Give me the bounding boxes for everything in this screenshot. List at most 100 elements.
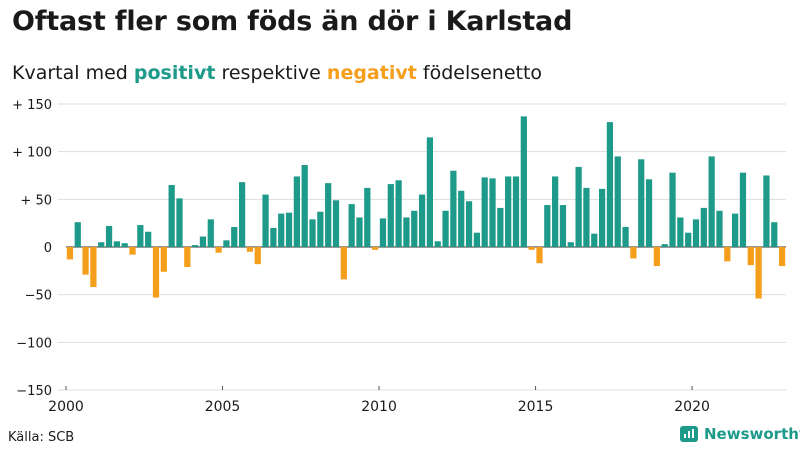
subtitle-suffix: födelsenetto <box>422 62 543 84</box>
bar-negative <box>724 247 731 262</box>
bar-positive <box>505 176 512 247</box>
bar-negative <box>254 247 261 265</box>
bar-positive <box>583 187 590 247</box>
bars <box>66 116 786 299</box>
bar-positive <box>238 182 246 247</box>
bar-positive <box>739 172 747 247</box>
bar-positive <box>685 232 692 247</box>
bar-positive <box>301 165 308 247</box>
y-tick-label: + 150 <box>12 98 52 113</box>
subtitle-prefix: Kvartal med <box>12 62 128 84</box>
bar-negative <box>528 247 535 250</box>
bar-positive <box>192 245 199 247</box>
chart-subtitle: Kvartal med positivt respektive negativt… <box>12 62 542 84</box>
source-label: Källa: SCB <box>8 430 75 445</box>
bar-positive <box>575 166 582 247</box>
bar-positive <box>692 219 700 247</box>
bar-positive <box>309 219 316 247</box>
bar-positive <box>223 240 230 247</box>
y-axis-labels: + 150 + 100 + 50 0 −50 −100 −150 <box>12 98 52 399</box>
bar-positive <box>74 222 81 247</box>
bar-positive <box>638 159 645 247</box>
y-tick-label: −150 <box>16 384 52 399</box>
bar-positive <box>176 198 183 247</box>
bar-positive <box>426 137 434 247</box>
bar-negative <box>66 247 74 260</box>
bar-positive <box>278 213 285 247</box>
bar-positive <box>356 217 363 247</box>
bar-positive <box>497 207 504 247</box>
bar-positive <box>145 231 152 247</box>
bar-negative <box>755 247 762 299</box>
bar-positive <box>552 176 559 247</box>
bar-positive <box>716 210 723 247</box>
x-tick-label: 2020 <box>674 399 710 415</box>
y-tick-label: 0 <box>44 241 52 256</box>
bar-positive <box>763 175 770 247</box>
bar-negative <box>82 247 89 275</box>
y-tick-label: −50 <box>25 289 52 304</box>
y-tick-label: + 100 <box>12 146 52 161</box>
bar-positive <box>708 156 715 247</box>
bar-positive <box>677 217 684 247</box>
subtitle-negative: negativt <box>326 62 417 84</box>
bar-positive <box>403 217 410 247</box>
bar-negative <box>160 247 167 272</box>
bar-positive <box>598 188 606 247</box>
bar-positive <box>325 183 332 247</box>
bar-positive <box>732 213 739 247</box>
chart-title: Oftast fler som föds än dör i Karlstad <box>12 6 573 37</box>
bar-positive <box>332 200 340 247</box>
bar-positive <box>207 219 214 247</box>
bar-positive <box>606 122 614 247</box>
bar-positive <box>231 226 238 247</box>
bar-positive <box>544 205 551 247</box>
brand-name: Newsworthy <box>704 425 800 443</box>
bar-positive <box>622 226 629 247</box>
bar-positive <box>520 116 527 247</box>
bar-positive <box>418 194 426 247</box>
x-axis-labels: 2000 2005 2010 2015 2020 <box>48 386 710 415</box>
bar-negative <box>653 247 660 267</box>
bar-negative <box>536 247 543 264</box>
subtitle-middle: respektive <box>221 62 321 84</box>
bar-negative <box>184 247 191 268</box>
bar-negative <box>129 247 136 255</box>
bar-positive <box>262 194 269 247</box>
bar-positive <box>105 226 113 247</box>
bar-negative <box>152 247 160 298</box>
bar-positive <box>771 222 778 247</box>
bar-negative <box>246 247 254 252</box>
bar-negative <box>747 247 754 266</box>
bar-positive <box>395 180 402 247</box>
bar-negative <box>372 247 379 250</box>
bar-positive <box>661 244 668 247</box>
bar-positive <box>645 179 653 247</box>
bar-positive <box>411 210 418 247</box>
bar-positive <box>364 187 371 247</box>
bar-negative <box>630 247 637 259</box>
bar-positive <box>591 233 598 247</box>
y-tick-label: −100 <box>16 336 52 351</box>
bar-positive <box>137 225 144 247</box>
bar-positive <box>700 207 707 247</box>
bar-positive <box>669 172 676 247</box>
x-tick-label: 2010 <box>361 399 397 415</box>
bar-positive <box>317 211 324 247</box>
bar-positive <box>614 156 621 247</box>
bar-positive <box>293 176 300 247</box>
bar-positive <box>481 177 488 247</box>
brand-logo[interactable]: Newsworthy <box>680 425 800 443</box>
bar-positive <box>450 170 457 247</box>
bar-positive <box>113 241 120 247</box>
bar-negative <box>778 247 786 267</box>
x-tick-label: 2015 <box>518 399 554 415</box>
bar-positive <box>473 232 480 247</box>
bar-positive <box>121 243 128 247</box>
x-tick-label: 2005 <box>205 399 241 415</box>
bar-positive <box>458 190 465 247</box>
bar-positive <box>379 218 387 247</box>
newsworthy-icon <box>680 426 698 442</box>
bar-positive <box>512 176 520 247</box>
